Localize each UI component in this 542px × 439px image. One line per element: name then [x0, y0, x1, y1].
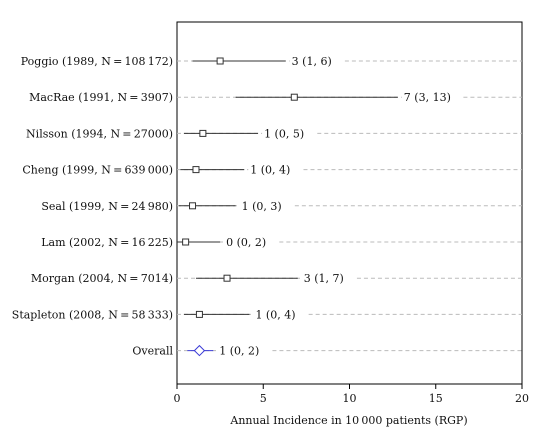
plot-frame [176, 21, 523, 385]
x-axis-title: Annual Incidence in 10 000 patients (RGP… [229, 414, 467, 427]
point-estimate-marker [189, 202, 197, 210]
study-row: MacRae (1991, N = 3907) 7 (3, 13) [29, 91, 522, 104]
x-tick-label: 0 [174, 392, 181, 405]
study-row: Seal (1999, N = 24 980) 1 (0, 3) [41, 200, 522, 213]
x-tick-label: 20 [515, 392, 529, 405]
study-row: Morgan (2004, N = 7014) 3 (1, 7) [31, 272, 522, 285]
study-label: Nilsson (1994, N = 27000) [26, 127, 173, 140]
overall-diamond-marker [193, 344, 206, 357]
estimate-label: 1 (0, 5) [264, 127, 304, 140]
x-tick-label: 10 [343, 392, 357, 405]
x-tick-label: 5 [260, 392, 267, 405]
estimate-label: 7 (3, 13) [404, 91, 451, 104]
x-axis: 0 5 10 15 20 [174, 384, 529, 405]
study-row: Cheng (1999, N = 639 000) 1 (0, 4) [22, 164, 522, 177]
estimate-label: 1 (0, 2) [219, 345, 259, 358]
estimate-label: 3 (1, 7) [304, 272, 344, 285]
study-row: Stapleton (2008, N = 58 333) 1 (0, 4) [12, 308, 522, 321]
study-label: Stapleton (2008, N = 58 333) [12, 308, 173, 321]
point-estimate-marker [182, 238, 190, 246]
point-estimate-marker [223, 274, 231, 282]
estimate-label: 1 (0, 3) [242, 200, 282, 213]
study-label: MacRae (1991, N = 3907) [29, 91, 173, 104]
study-label: Seal (1999, N = 24 980) [41, 200, 173, 213]
overall-label: Overall [132, 345, 173, 358]
point-estimate-marker [290, 93, 298, 101]
point-estimate-marker [199, 129, 207, 137]
estimate-label: 1 (0, 4) [255, 308, 295, 321]
estimate-label: 1 (0, 4) [250, 164, 290, 177]
estimate-label: 0 (0, 2) [226, 236, 266, 249]
estimate-label: 3 (1, 6) [292, 55, 332, 68]
point-estimate-marker [195, 310, 203, 318]
study-label: Cheng (1999, N = 639 000) [22, 164, 173, 177]
point-estimate-marker [216, 57, 224, 65]
x-tick-label: 15 [429, 392, 443, 405]
study-row: Nilsson (1994, N = 27000) 1 (0, 5) [26, 127, 522, 140]
study-label: Morgan (2004, N = 7014) [31, 272, 173, 285]
study-label: Poggio (1989, N = 108 172) [21, 55, 173, 68]
rows-layer: Poggio (1989, N = 108 172) 3 (1, 6) MacRae… [12, 55, 522, 358]
study-row: Poggio (1989, N = 108 172) 3 (1, 6) [21, 55, 522, 68]
point-estimate-marker [192, 166, 200, 174]
overall-row: Overall 1 (0, 2) [132, 345, 522, 358]
study-row: Lam (2002, N = 16 225) 0 (0, 2) [41, 236, 522, 249]
study-label: Lam (2002, N = 16 225) [41, 236, 173, 249]
